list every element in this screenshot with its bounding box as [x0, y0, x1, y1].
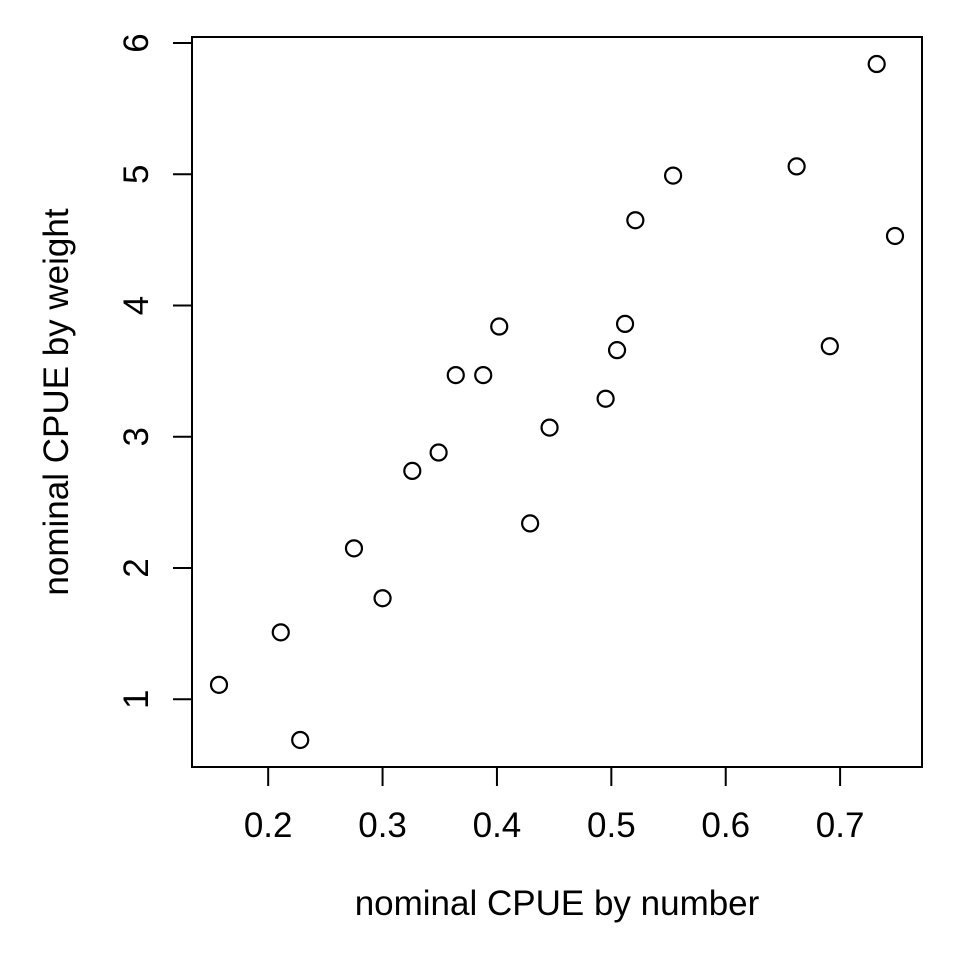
y-axis-tick-label: 5: [117, 165, 156, 184]
data-point: [490, 317, 509, 336]
data-point: [521, 514, 540, 533]
y-axis-tick-label: 1: [117, 690, 156, 709]
data-point: [373, 589, 392, 608]
data-point: [446, 365, 465, 385]
y-axis-tick-label: 3: [117, 427, 156, 446]
x-axis-tick-label: 0.5: [587, 806, 636, 845]
x-axis-tick-label: 0.7: [816, 806, 865, 845]
data-point: [615, 314, 635, 334]
data-point: [663, 166, 683, 185]
y-axis-tick-label: 2: [117, 558, 156, 577]
x-axis-tick-label: 0.4: [473, 806, 522, 845]
data-point: [429, 443, 448, 462]
data-point: [596, 389, 615, 408]
data-point: [291, 730, 310, 750]
y-axis-title: nominal CPUE by weight: [37, 208, 76, 595]
x-axis-tick-label: 0.6: [701, 806, 750, 845]
data-point: [607, 341, 627, 360]
data-point: [474, 365, 493, 385]
data-point: [787, 157, 806, 176]
data-point: [867, 54, 886, 74]
data-point: [540, 418, 559, 437]
data-point: [885, 226, 905, 246]
data-point: [403, 461, 422, 481]
x-axis-tick-label: 0.3: [358, 806, 407, 845]
data-point: [626, 211, 645, 230]
x-axis-tick-label: 0.2: [244, 806, 293, 845]
plot-border: [191, 36, 923, 768]
data-point: [344, 539, 364, 558]
y-axis-tick-label: 6: [117, 33, 156, 52]
data-point: [820, 337, 839, 356]
x-axis-title: nominal CPUE by number: [355, 884, 760, 923]
y-axis-tick-label: 4: [117, 296, 156, 315]
data-point: [209, 675, 229, 694]
data-point: [271, 623, 290, 642]
